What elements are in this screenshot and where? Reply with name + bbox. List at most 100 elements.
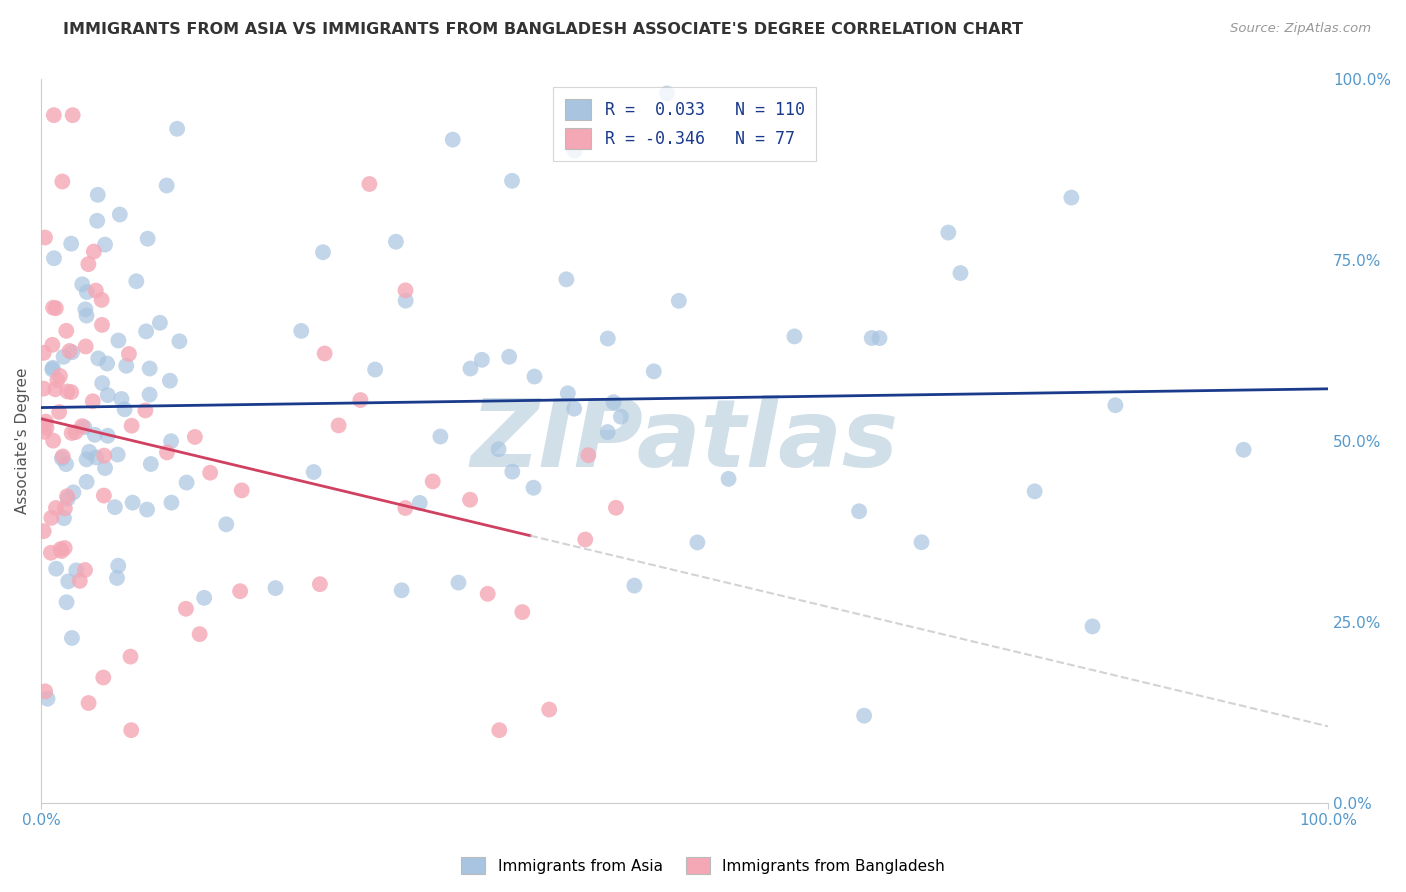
Y-axis label: Associate's Degree: Associate's Degree <box>15 368 30 514</box>
Point <box>1024 484 1046 499</box>
Point <box>107 448 129 462</box>
Point <box>120 723 142 738</box>
Point <box>97 428 120 442</box>
Point <box>84 450 107 465</box>
Point <box>32 346 55 360</box>
Point <box>45 562 67 576</box>
Point <box>76 475 98 489</box>
Point <box>35 415 58 429</box>
Point <box>309 577 332 591</box>
Point <box>562 401 585 416</box>
Point <box>125 274 148 288</box>
Point <box>53 501 76 516</box>
Point <box>55 324 77 338</box>
Point <box>557 386 579 401</box>
Point <box>77 696 100 710</box>
Point <box>160 434 183 449</box>
Point <box>136 232 159 246</box>
Point <box>409 496 432 510</box>
Text: Source: ZipAtlas.com: Source: ZipAtlas.com <box>1230 22 1371 36</box>
Point <box>65 425 87 439</box>
Point <box>75 339 97 353</box>
Point <box>83 244 105 259</box>
Point <box>121 496 143 510</box>
Point <box>391 583 413 598</box>
Point <box>39 546 62 560</box>
Point <box>49 369 72 384</box>
Point <box>120 649 142 664</box>
Point <box>34 230 56 244</box>
Point <box>65 563 87 577</box>
Point <box>55 595 77 609</box>
Point <box>42 360 65 375</box>
Point <box>96 357 118 371</box>
Point <box>564 144 586 158</box>
Point <box>783 329 806 343</box>
Point <box>77 257 100 271</box>
Point <box>936 226 959 240</box>
Point <box>135 325 157 339</box>
Point <box>32 418 55 433</box>
Point <box>76 309 98 323</box>
Point <box>84 284 107 298</box>
Point <box>166 121 188 136</box>
Point <box>1060 191 1083 205</box>
Point <box>605 500 627 515</box>
Point <box>149 316 172 330</box>
Point <box>610 409 633 424</box>
Point <box>176 475 198 490</box>
Point <box>45 301 67 315</box>
Point <box>108 207 131 221</box>
Point <box>58 574 80 589</box>
Point <box>174 601 197 615</box>
Point <box>460 361 482 376</box>
Point <box>34 684 56 698</box>
Point <box>394 284 416 298</box>
Point <box>1081 619 1104 633</box>
Point <box>86 214 108 228</box>
Point <box>42 251 65 265</box>
Point <box>73 420 96 434</box>
Point <box>41 511 63 525</box>
Point <box>139 457 162 471</box>
Point <box>44 382 66 396</box>
Point <box>91 376 114 390</box>
Point <box>188 627 211 641</box>
Point <box>118 347 141 361</box>
Point <box>501 174 523 188</box>
Point <box>910 535 932 549</box>
Point <box>488 442 510 457</box>
Point <box>62 485 84 500</box>
Point <box>471 352 494 367</box>
Point <box>115 359 138 373</box>
Point <box>60 631 83 645</box>
Point <box>869 331 891 345</box>
Point <box>458 492 481 507</box>
Point <box>93 489 115 503</box>
Point <box>686 535 709 549</box>
Point <box>114 402 136 417</box>
Point <box>229 584 252 599</box>
Point <box>498 350 520 364</box>
Point <box>328 418 350 433</box>
Point <box>76 285 98 299</box>
Point <box>441 133 464 147</box>
Point <box>385 235 408 249</box>
Point <box>215 517 238 532</box>
Point <box>668 293 690 308</box>
Point <box>46 373 69 387</box>
Point <box>121 418 143 433</box>
Point <box>1232 442 1254 457</box>
Point <box>364 362 387 376</box>
Point <box>169 334 191 349</box>
Point <box>60 425 83 440</box>
Point <box>105 571 128 585</box>
Point <box>42 434 65 448</box>
Point <box>290 324 312 338</box>
Point <box>91 671 114 685</box>
Point <box>264 581 287 595</box>
Point <box>159 374 181 388</box>
Point <box>51 544 73 558</box>
Point <box>56 491 79 506</box>
Point <box>853 708 876 723</box>
